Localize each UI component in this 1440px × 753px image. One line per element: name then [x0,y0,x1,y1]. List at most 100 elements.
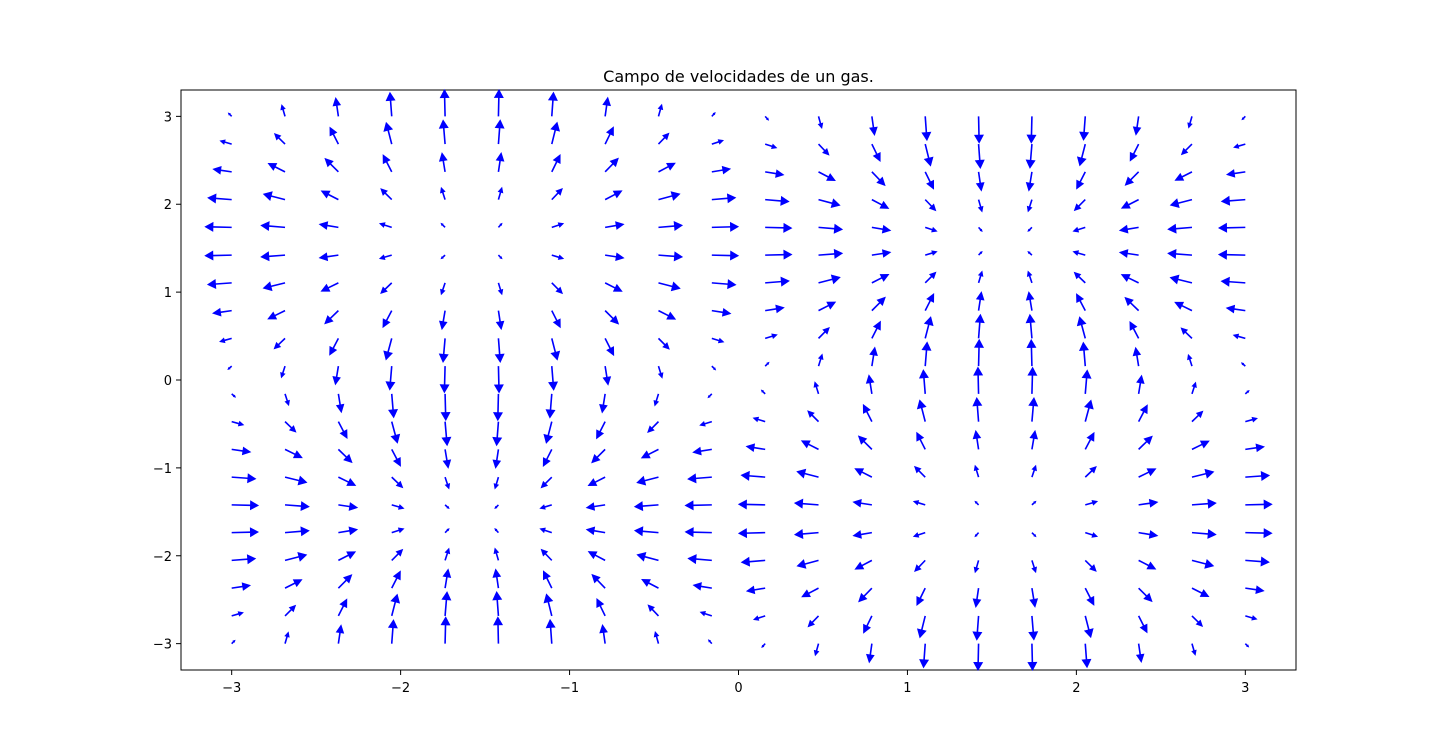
vector-arrow [1085,500,1099,506]
vector-arrow [817,327,830,339]
vector-arrow [916,431,926,450]
vector-arrow [337,421,348,440]
vector-arrow [711,250,740,261]
vector-arrow [604,338,615,357]
vector-arrow [740,470,766,481]
vector-arrow [206,279,232,289]
vector-arrow [1078,341,1089,367]
vector-arrow [647,604,660,617]
vector-arrow [284,448,303,459]
vector-arrow [765,222,793,233]
y-tick-label: 0 [164,374,172,389]
vector-arrow [865,374,875,395]
vector-arrow [383,121,394,145]
vector-arrow [765,169,785,178]
vector-arrow [711,221,740,232]
vector-arrow [866,643,875,664]
vector-arrow [636,475,659,486]
vector-arrow [585,502,606,511]
vector-arrow [1031,464,1037,478]
vector-arrow [494,119,505,145]
vector-arrow [633,526,659,537]
vector-arrow [817,143,830,156]
vector-arrow [1138,587,1153,603]
vector-arrow [262,191,286,201]
x-tick-label: 2 [1072,681,1080,696]
vector-arrow [284,631,290,644]
vector-arrow [227,365,233,371]
vector-arrow [551,222,565,229]
vector-arrow [687,554,712,565]
vector-arrow [204,250,232,261]
vector-arrow [438,338,449,363]
vector-arrow [442,568,452,589]
vector-arrow [547,91,558,117]
vector-arrow [871,198,890,209]
vector-arrow [807,615,820,628]
vector-arrow [1129,320,1140,339]
vector-arrow [923,316,934,339]
vector-arrow [924,271,937,284]
vector-arrow [378,254,392,260]
vector-arrow [657,365,664,379]
vector-arrow [391,449,401,467]
vector-arrow [1167,223,1193,234]
vector-arrow [227,112,233,117]
vector-arrow [494,504,499,510]
vector-arrow [1174,171,1193,181]
vector-arrow [324,310,339,325]
vector-arrow [653,630,660,644]
vector-arrow [818,223,844,234]
vector-arrow [602,96,611,117]
vector-arrow [972,429,982,450]
vector-arrow [857,435,873,450]
vector-arrow [1076,143,1087,167]
vector-arrow [800,440,819,451]
vector-arrow [284,421,297,433]
vector-arrow [869,346,878,367]
vector-arrow [1138,498,1159,508]
vector-arrow [605,252,625,262]
vector-arrow [1180,327,1193,339]
vector-arrow [1025,144,1036,169]
vector-arrow [1076,293,1086,311]
vector-arrow [761,643,766,648]
vector-arrow [444,476,451,490]
vector-arrow [444,528,450,534]
vector-arrow [1244,643,1250,648]
vector-arrow [260,221,286,232]
vector-arrow [380,188,393,201]
vector-arrow [973,464,980,478]
vector-arrow [1137,615,1148,634]
vector-arrow [602,365,612,386]
vector-arrow [1031,500,1037,506]
vector-arrow [539,504,553,510]
vector-arrow [974,500,980,506]
vector-arrow [1174,301,1193,312]
vector-arrow [1245,471,1271,481]
vector-arrow [737,528,766,539]
vector-arrow [813,643,820,657]
vector-arrow [916,587,926,607]
vector-arrow [1073,271,1086,284]
vector-arrow [752,615,766,621]
vector-arrow [318,221,339,230]
vector-arrow [745,585,766,595]
vector-arrow [497,186,504,200]
vector-arrow [388,393,399,419]
vector-arrow [818,198,841,209]
vector-arrow [324,157,339,173]
vector-arrow [707,393,713,399]
vector-arrow [320,282,339,292]
vector-arrow [1027,250,1033,256]
vector-arrow [657,337,670,350]
vector-arrow [545,393,556,419]
vector-arrow [1027,366,1038,394]
vector-arrow [273,337,286,350]
vector-arrow [973,560,980,574]
vector-arrow [1225,304,1246,314]
vector-arrow [540,476,553,489]
x-axis: −3 −2 −1 0 1 2 3 [222,670,1249,696]
vector-arrow [1124,171,1140,186]
vector-arrow [391,570,401,589]
